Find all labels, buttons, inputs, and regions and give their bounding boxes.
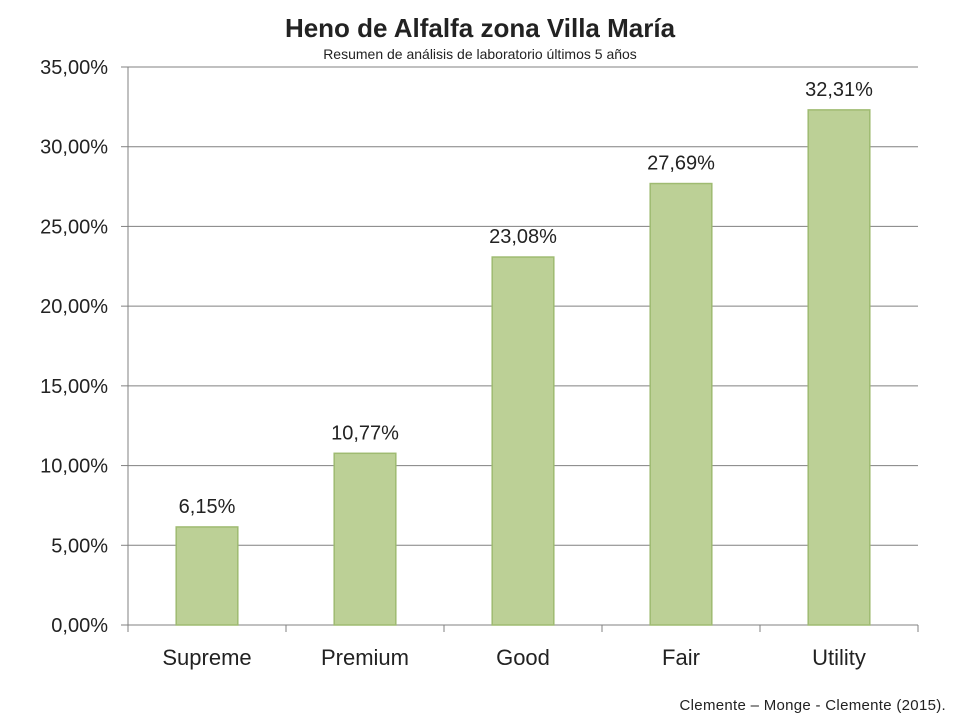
y-axis-ticks: 0,00% 5,00% 10,00% 15,00% 20,00% 25,00% 30,00%… (40, 57, 128, 637)
data-label: 23,08% (489, 226, 557, 248)
chart-title: Heno de Alfalfa zona Villa María (285, 13, 676, 43)
x-tick-label: Supreme (162, 645, 251, 670)
source-caption: Clemente – Monge - Clemente (2015). (679, 697, 946, 714)
bar-fair (649, 182, 713, 626)
x-tick-label: Good (496, 645, 550, 670)
data-label: 10,77% (331, 422, 399, 444)
data-label: 27,69% (647, 153, 715, 175)
bar-premium (333, 452, 397, 626)
x-axis-ticks: Supreme Premium Good Fair Utility (127, 625, 919, 670)
y-tick-label: 10,00% (40, 456, 108, 478)
y-tick-label: 25,00% (40, 216, 108, 238)
y-tick-label: 20,00% (40, 296, 108, 318)
data-labels: 6,15% 10,77% 23,08% 27,69% 32,31% (179, 79, 873, 518)
x-tick-label: Fair (662, 645, 700, 670)
data-label: 6,15% (179, 496, 236, 518)
y-tick-label: 5,00% (51, 535, 108, 557)
data-label: 32,31% (805, 79, 873, 101)
bar-good (491, 256, 555, 626)
x-tick-label: Premium (321, 645, 409, 670)
y-tick-label: 30,00% (40, 137, 108, 159)
y-tick-label: 15,00% (40, 376, 108, 398)
y-tick-label: 0,00% (51, 615, 108, 637)
x-tick-label: Utility (812, 645, 866, 670)
chart-subtitle: Resumen de análisis de laboratorio últim… (323, 46, 637, 62)
bar-utility (807, 109, 871, 626)
bar-supreme (175, 526, 239, 626)
bars (175, 109, 871, 626)
y-tick-label: 35,00% (40, 57, 108, 79)
